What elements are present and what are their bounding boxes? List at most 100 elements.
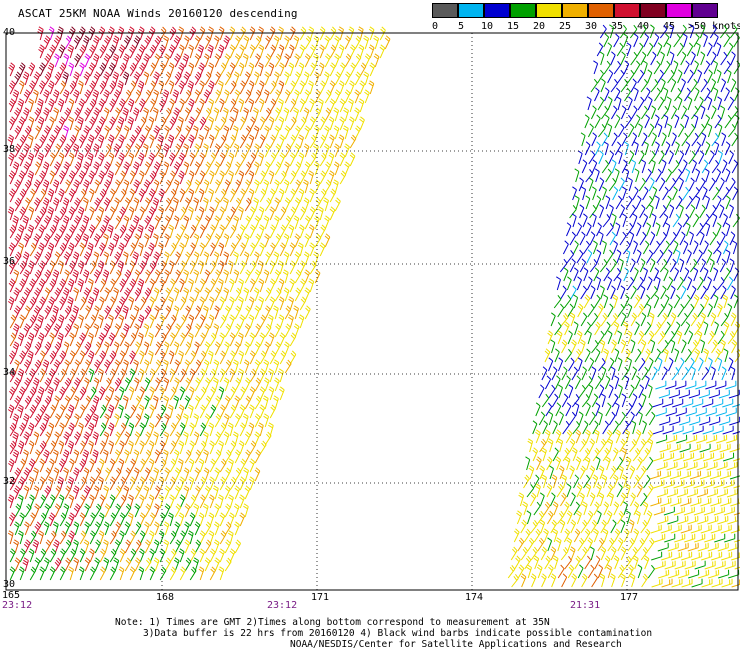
wind-barb (556, 483, 564, 498)
wind-barb (123, 161, 130, 176)
wind-barb (98, 314, 104, 329)
wind-barb (562, 240, 569, 255)
wind-barb (724, 87, 730, 102)
wind-barb (114, 449, 121, 464)
wind-barb (103, 53, 111, 68)
wind-barb (621, 393, 627, 408)
wind-barb (617, 69, 625, 84)
wind-barb (667, 330, 676, 345)
wind-barb (44, 53, 52, 68)
wind-barb (92, 287, 100, 302)
wind-barb (646, 42, 654, 57)
wind-barb (103, 233, 109, 248)
wind-barb (591, 573, 599, 588)
wind-barb (98, 98, 106, 113)
wind-barb (526, 510, 532, 525)
wind-barb (701, 366, 709, 381)
wind-barb (17, 404, 24, 419)
wind-barb (184, 35, 190, 50)
wind-barb (525, 456, 531, 471)
wind-barb (28, 440, 35, 455)
wind-barb (707, 69, 713, 84)
wind-barb (719, 231, 726, 246)
wind-barb (589, 259, 598, 273)
wind-barb (79, 242, 86, 257)
wind-barb (691, 551, 703, 561)
wind-barb (649, 231, 656, 246)
wind-barb (693, 33, 700, 48)
wind-barb (148, 206, 156, 221)
wind-barb (563, 267, 569, 282)
wind-barb (610, 366, 616, 381)
wind-barb (638, 384, 645, 399)
wind-barb (194, 521, 201, 536)
wind-barb (668, 569, 680, 579)
wind-barb (681, 551, 693, 561)
wind-barb (62, 197, 70, 212)
wind-barb (593, 294, 601, 309)
wind-barb (214, 161, 221, 176)
wind-barb (263, 359, 270, 374)
wind-barb (39, 422, 47, 437)
wind-barb (576, 330, 583, 345)
wind-barb (273, 35, 280, 50)
wind-barb (714, 348, 722, 363)
wind-barb (48, 512, 56, 527)
wind-barb (58, 44, 66, 59)
wind-barb (678, 150, 685, 165)
wind-barb (550, 312, 556, 327)
wind-barb (684, 321, 691, 336)
wind-barb (636, 483, 643, 498)
legend-swatch (640, 3, 666, 18)
wind-barb (618, 258, 624, 273)
wind-barb (289, 350, 297, 365)
wind-barb (661, 578, 673, 588)
wind-barb (49, 404, 57, 419)
wind-barb (713, 241, 721, 255)
wind-barb (279, 170, 287, 185)
wind-barb (59, 62, 67, 77)
wind-barb (159, 566, 167, 581)
wind-barb (329, 98, 336, 113)
wind-barb (159, 422, 167, 437)
wind-barb (39, 548, 47, 563)
wind-barb (229, 332, 236, 347)
wind-barb (199, 278, 206, 293)
wind-barb (569, 546, 576, 561)
wind-barb (610, 519, 617, 534)
wind-barb (163, 161, 170, 176)
wind-barb (199, 548, 206, 563)
legend-swatch (432, 3, 458, 18)
wind-barb (712, 425, 724, 435)
wind-barb (149, 476, 155, 491)
wind-barb (329, 206, 336, 221)
wind-barb (660, 312, 668, 327)
wind-barb (663, 33, 670, 48)
wind-barb (298, 152, 305, 167)
wind-barb (554, 321, 562, 336)
wind-barb (79, 458, 87, 473)
wind-barb (593, 528, 599, 543)
wind-barb (238, 440, 245, 455)
wind-barb (612, 420, 620, 435)
wind-barb (168, 80, 175, 95)
wind-barb (89, 44, 96, 59)
wind-barb (209, 386, 216, 401)
wind-barb (303, 251, 310, 266)
wind-barb (128, 206, 135, 221)
wind-barb (219, 134, 227, 149)
wind-barb (617, 357, 623, 372)
wind-barb (609, 231, 617, 246)
wind-barb (648, 150, 656, 165)
wind-barb (234, 179, 241, 194)
wind-barb (129, 170, 136, 185)
wind-barb (59, 242, 67, 257)
wind-barb (303, 179, 309, 194)
wind-barb (631, 366, 638, 381)
wind-barb (84, 557, 91, 572)
wind-barb (283, 251, 290, 266)
wind-barb (173, 197, 179, 212)
wind-barb (108, 332, 116, 347)
wind-barb (99, 440, 106, 455)
wind-barb (49, 260, 56, 275)
